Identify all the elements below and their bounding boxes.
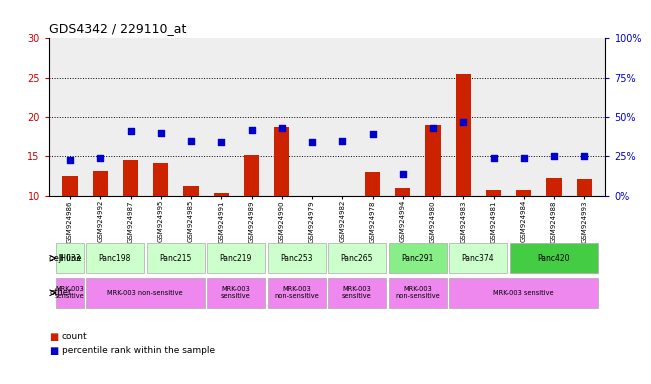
Bar: [389, 243, 447, 273]
Point: [125, 128, 135, 134]
Text: ■: ■: [49, 332, 58, 342]
Bar: [449, 278, 598, 308]
Bar: [184, 186, 199, 196]
Bar: [244, 155, 259, 196]
Text: MRK-003
non-sensitive: MRK-003 non-sensitive: [274, 286, 318, 299]
Bar: [365, 172, 380, 196]
Text: cell line: cell line: [49, 254, 82, 263]
Bar: [510, 243, 598, 273]
Point: [337, 138, 348, 144]
Bar: [426, 125, 441, 196]
Point: [216, 139, 227, 146]
Text: Panc265: Panc265: [340, 254, 373, 263]
Bar: [56, 243, 84, 273]
Bar: [207, 243, 266, 273]
Bar: [389, 278, 447, 308]
Text: Panc219: Panc219: [219, 254, 252, 263]
Bar: [56, 278, 84, 308]
Bar: [456, 74, 471, 196]
Point: [95, 155, 105, 161]
Text: other: other: [49, 288, 72, 297]
Bar: [87, 278, 205, 308]
Point: [428, 125, 438, 131]
Point: [549, 153, 559, 160]
Text: percentile rank within the sample: percentile rank within the sample: [62, 346, 215, 354]
Bar: [268, 243, 326, 273]
Point: [277, 125, 287, 131]
Bar: [207, 278, 266, 308]
Text: Panc291: Panc291: [401, 254, 434, 263]
Text: ■: ■: [49, 346, 58, 356]
Bar: [62, 176, 77, 196]
Point: [488, 155, 499, 161]
Bar: [87, 243, 145, 273]
Bar: [449, 243, 507, 273]
Bar: [147, 243, 205, 273]
Text: Panc420: Panc420: [537, 254, 570, 263]
Bar: [268, 278, 326, 308]
Bar: [486, 190, 501, 196]
Bar: [92, 170, 108, 196]
Point: [519, 155, 529, 161]
Point: [398, 171, 408, 177]
Bar: [577, 179, 592, 196]
Text: Panc215: Panc215: [159, 254, 191, 263]
Bar: [214, 194, 229, 196]
Bar: [328, 243, 387, 273]
Text: MRK-003
sensitive: MRK-003 sensitive: [55, 286, 84, 299]
Point: [307, 139, 317, 146]
Bar: [395, 188, 410, 196]
Point: [367, 131, 378, 137]
Bar: [516, 190, 531, 196]
Point: [246, 127, 256, 133]
Point: [458, 119, 469, 125]
Point: [579, 153, 589, 160]
Point: [156, 130, 166, 136]
Text: MRK-003 non-sensitive: MRK-003 non-sensitive: [107, 290, 183, 296]
Text: MRK-003
sensitive: MRK-003 sensitive: [221, 286, 251, 299]
Bar: [123, 161, 138, 196]
Point: [186, 138, 196, 144]
Text: MRK-003
sensitive: MRK-003 sensitive: [342, 286, 372, 299]
Bar: [328, 278, 387, 308]
Text: count: count: [62, 332, 87, 341]
Text: Panc198: Panc198: [98, 254, 131, 263]
Bar: [274, 127, 289, 196]
Text: MRK-003 sensitive: MRK-003 sensitive: [493, 290, 553, 296]
Text: JH033: JH033: [58, 254, 81, 263]
Bar: [153, 163, 169, 196]
Bar: [546, 178, 562, 196]
Text: MRK-003
non-sensitive: MRK-003 non-sensitive: [395, 286, 439, 299]
Text: GDS4342 / 229110_at: GDS4342 / 229110_at: [49, 22, 186, 35]
Text: Panc253: Panc253: [280, 254, 312, 263]
Text: Panc374: Panc374: [462, 254, 494, 263]
Point: [65, 157, 76, 163]
